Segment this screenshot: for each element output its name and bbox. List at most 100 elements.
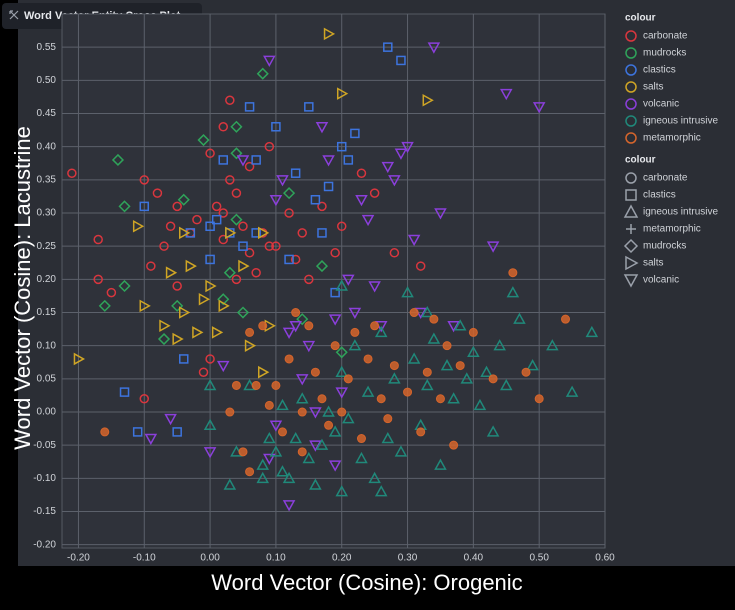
- point: [276, 465, 289, 477]
- point: [322, 405, 335, 417]
- legend-swatch: [625, 30, 637, 42]
- point: [449, 440, 459, 450]
- legend-swatch: [625, 81, 637, 93]
- point: [139, 175, 150, 185]
- y-tick-label: 0.15: [37, 307, 57, 318]
- point: [284, 254, 294, 265]
- point: [256, 67, 269, 80]
- point: [302, 340, 316, 353]
- point: [322, 155, 335, 167]
- point: [257, 365, 270, 379]
- point: [284, 354, 294, 364]
- point: [179, 354, 189, 364]
- point: [383, 42, 393, 52]
- point: [565, 385, 579, 397]
- point: [422, 93, 434, 107]
- point: [409, 308, 419, 318]
- point: [336, 141, 347, 152]
- point: [356, 434, 366, 444]
- legend-shape: [626, 224, 636, 234]
- legend-label: clastics: [643, 65, 676, 76]
- point: [231, 380, 241, 390]
- x-axis-label: Word Vector (Cosine): Orogenic: [211, 570, 522, 595]
- point: [106, 287, 117, 298]
- point: [269, 194, 283, 207]
- point: [205, 221, 215, 232]
- point: [171, 299, 184, 312]
- x-tick-label: -0.20: [67, 553, 90, 564]
- point: [164, 413, 177, 426]
- point: [315, 260, 329, 273]
- legend-swatch: [625, 132, 637, 144]
- point: [264, 141, 275, 152]
- x-tick-label: 0.50: [529, 553, 549, 564]
- point: [434, 208, 447, 220]
- point: [381, 432, 395, 444]
- point: [447, 392, 460, 404]
- point: [370, 321, 380, 331]
- point: [335, 485, 349, 497]
- point: [368, 471, 381, 484]
- point: [447, 321, 460, 333]
- point: [337, 407, 347, 417]
- x-tick-label: 0.10: [266, 553, 286, 564]
- point: [256, 458, 270, 470]
- point: [257, 226, 270, 240]
- point: [264, 241, 275, 251]
- point: [310, 367, 320, 377]
- tab-icon: [9, 10, 19, 20]
- point: [159, 319, 171, 333]
- point: [172, 427, 182, 437]
- point: [297, 407, 307, 417]
- point: [225, 175, 235, 185]
- point: [532, 102, 546, 114]
- point: [236, 306, 250, 319]
- point: [315, 438, 329, 450]
- legend-title: colour: [625, 13, 656, 24]
- point: [238, 241, 248, 251]
- point: [396, 55, 406, 66]
- point: [429, 314, 439, 324]
- point: [139, 201, 150, 212]
- point: [269, 445, 283, 457]
- point: [93, 234, 103, 245]
- y-tick-label: -0.05: [33, 440, 56, 451]
- point: [277, 427, 287, 437]
- point: [225, 95, 235, 105]
- point: [416, 427, 426, 437]
- point: [119, 387, 130, 397]
- point: [296, 313, 309, 326]
- y-tick-label: -0.15: [33, 506, 56, 517]
- legend-shape: [623, 238, 639, 254]
- point: [179, 306, 191, 319]
- point: [508, 268, 518, 278]
- point: [132, 427, 143, 437]
- legend-label: clastics: [643, 190, 676, 201]
- point: [238, 259, 250, 273]
- point: [342, 274, 355, 286]
- point: [132, 219, 145, 233]
- point: [369, 188, 380, 198]
- point: [284, 208, 294, 218]
- point: [336, 221, 347, 232]
- point: [435, 394, 445, 404]
- point: [389, 361, 399, 371]
- point: [251, 228, 261, 238]
- point: [427, 332, 441, 344]
- point: [361, 214, 375, 227]
- point: [348, 307, 362, 320]
- point: [244, 248, 255, 258]
- point: [291, 308, 301, 318]
- legend-shape: [623, 274, 639, 288]
- point: [238, 221, 248, 232]
- point: [225, 407, 235, 417]
- point: [499, 378, 513, 391]
- point: [297, 447, 307, 457]
- point: [389, 248, 400, 258]
- point: [172, 201, 182, 212]
- point: [315, 122, 329, 134]
- y-tick-label: 0.40: [37, 141, 57, 152]
- point: [310, 194, 321, 205]
- x-tick-label: 0.40: [464, 553, 484, 564]
